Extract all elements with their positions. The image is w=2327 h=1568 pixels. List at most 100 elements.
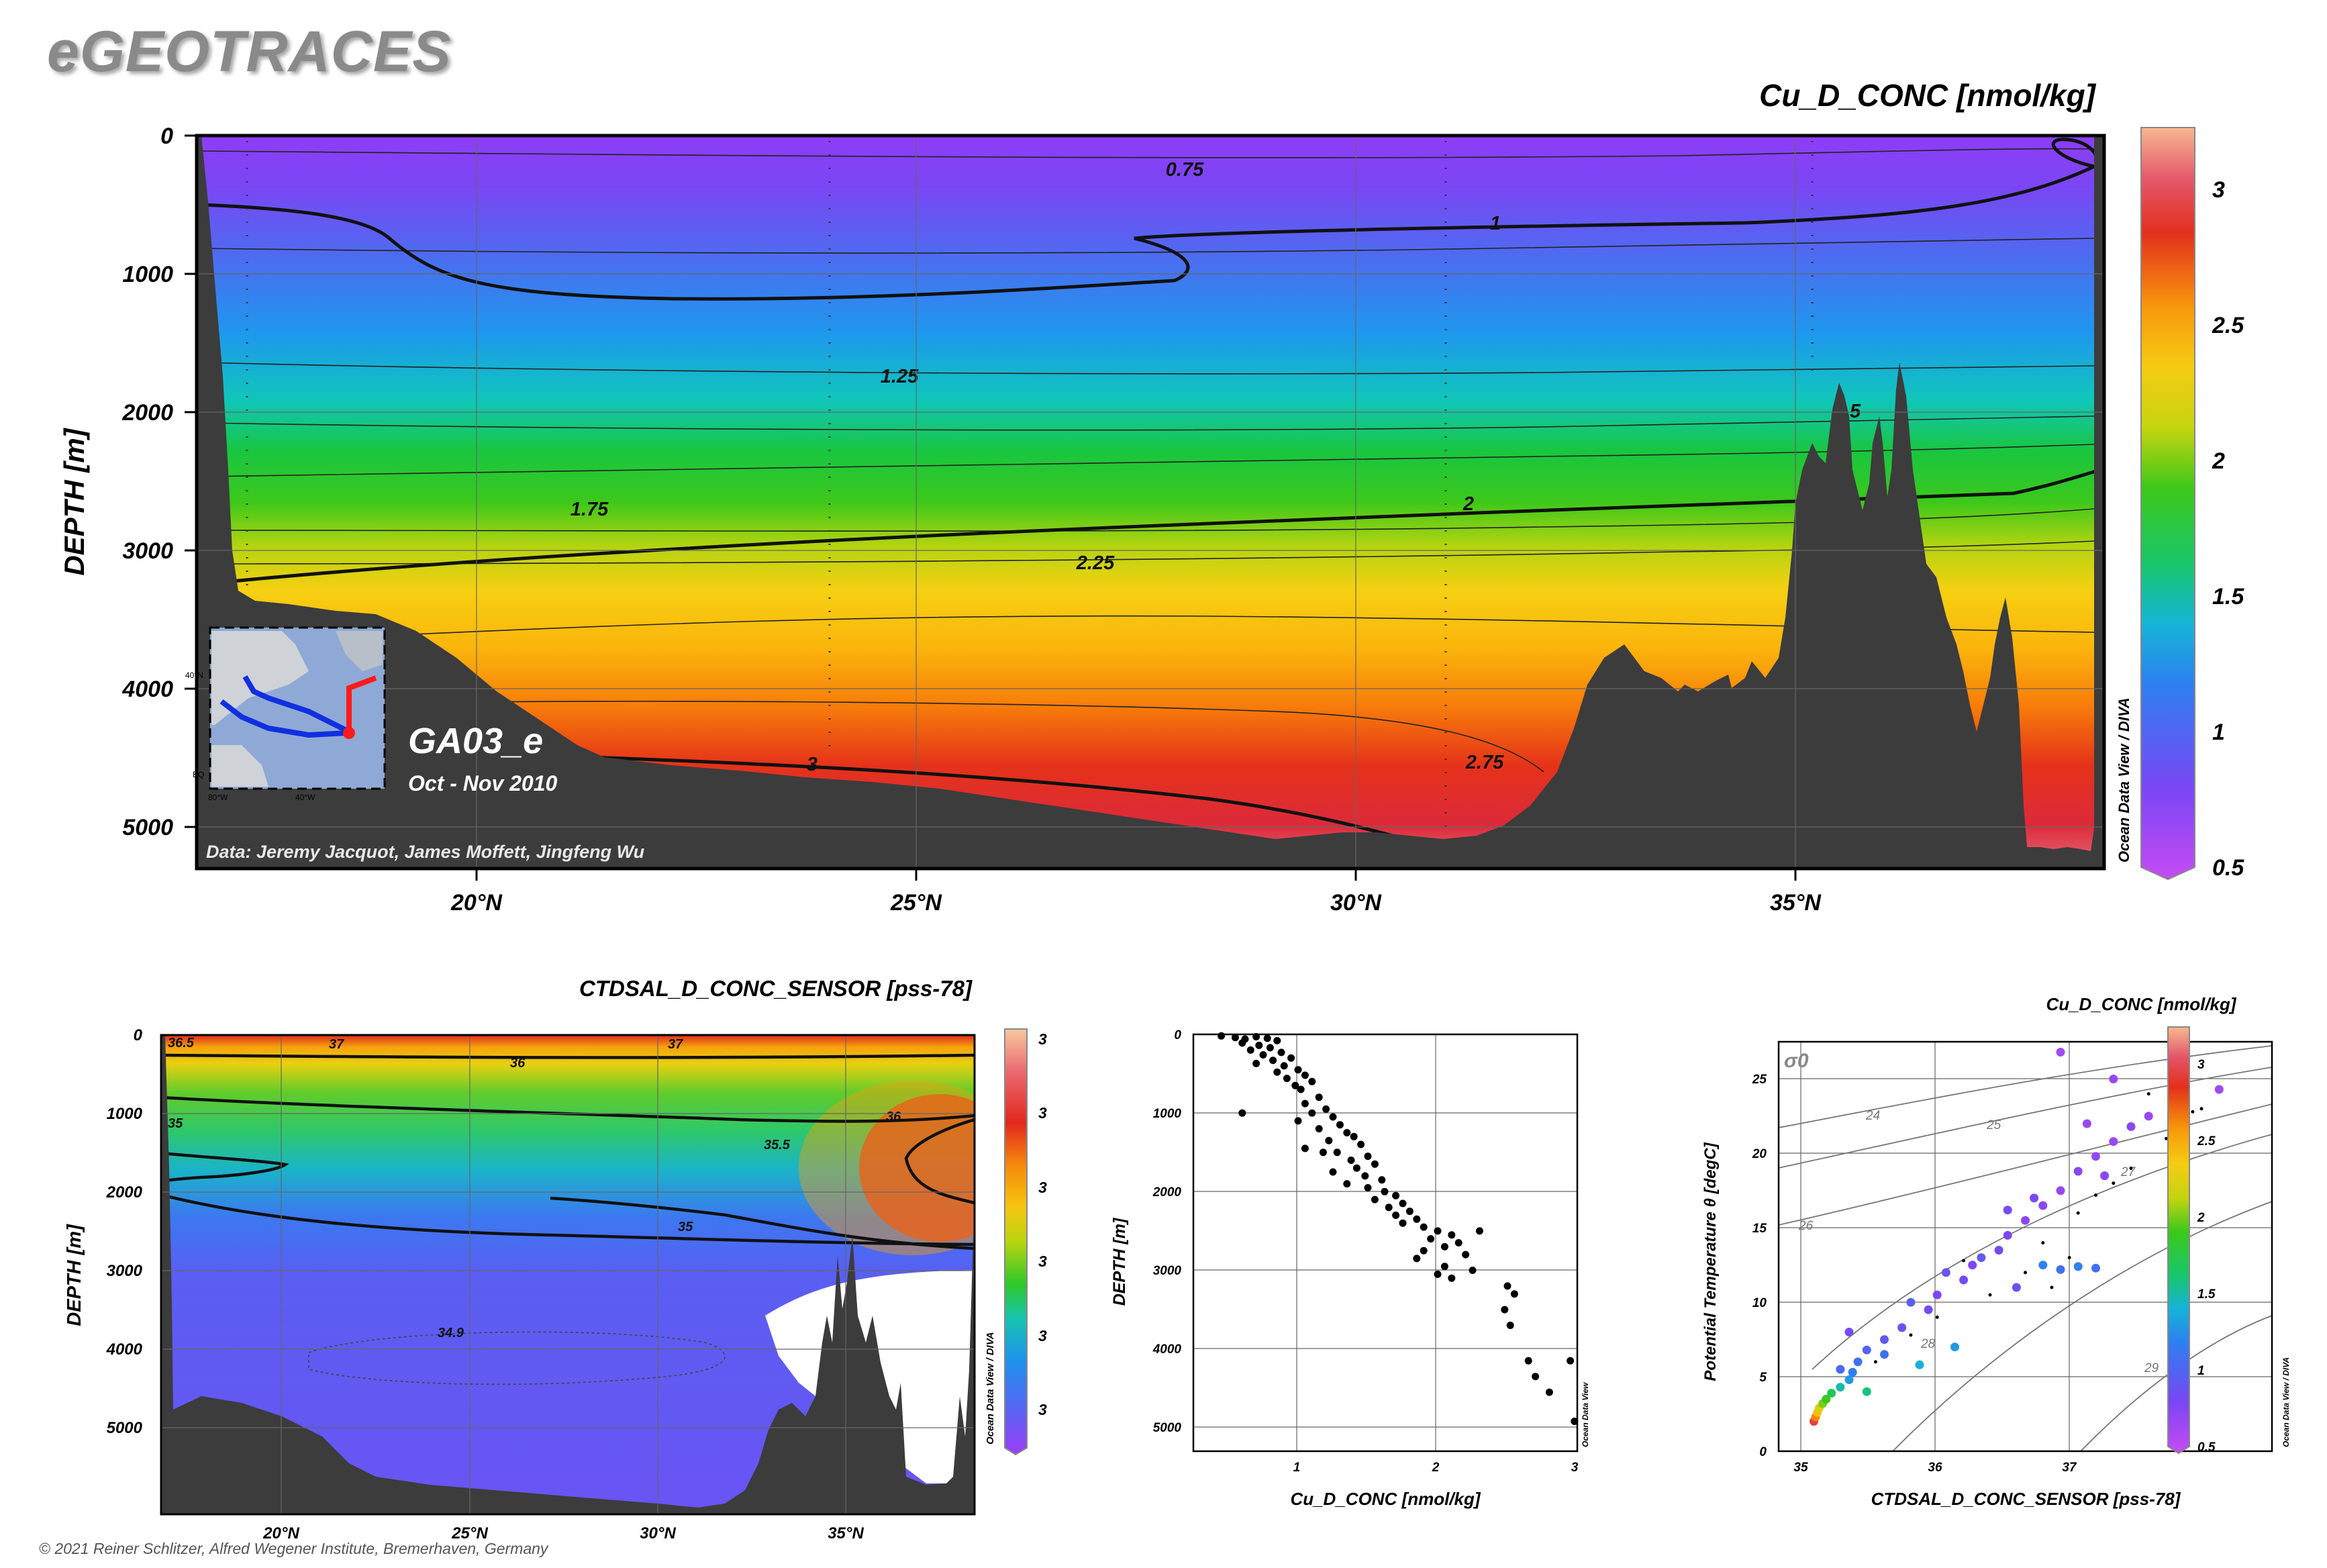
inset-map-land-east: [336, 631, 383, 671]
main-odv-label: Ocean Data View / DIVA: [2116, 697, 2132, 863]
isopycnal-label-29: 29: [2144, 1361, 2159, 1375]
sal-y-tick-1000: 1000: [107, 1105, 143, 1123]
main-cbar-tick-2: 2: [2212, 448, 2225, 474]
isopycnal-label-28: 28: [1920, 1337, 1936, 1351]
sal-contour-label-36b: 36: [886, 1110, 901, 1124]
ts-point-49: [2100, 1171, 2110, 1181]
profile-point-40: [1347, 1157, 1355, 1164]
ts-sample-dot-5: [2067, 1256, 2071, 1260]
ts-point-34: [2091, 1263, 2100, 1273]
profile-point-13: [1269, 1057, 1277, 1065]
profile-point-61: [1427, 1235, 1435, 1243]
profile-plot-frame: [1192, 1033, 1579, 1453]
profile-point-30: [1336, 1121, 1344, 1129]
profile-x-tick-3: 3: [1571, 1461, 1579, 1475]
main-cbar-tick-05: 0.5: [2212, 855, 2244, 881]
salinity-plot-frame: [160, 1034, 976, 1516]
ts-point-42: [1862, 1387, 1871, 1396]
profile-y-ticks: 0 1000 2000 3000 4000 5000: [1152, 1028, 1182, 1435]
profile-point-24: [1315, 1093, 1323, 1101]
main-y-tick-5000: 5000: [122, 815, 173, 840]
contour-label-275: 2.75: [1465, 752, 1504, 773]
profile-point-38: [1333, 1148, 1341, 1157]
profile-point-59: [1448, 1231, 1456, 1239]
ts-point-21: [2038, 1201, 2048, 1210]
sal-x-tick-25n: 25°N: [451, 1524, 488, 1542]
sal-contour-label-37b: 37: [668, 1037, 683, 1052]
main-grid: [197, 136, 2104, 869]
sigma-label: σ0: [1784, 1050, 1809, 1072]
isopycnal-label-25: 25: [1986, 1118, 2001, 1132]
ts-point-48: [1906, 1297, 1916, 1307]
profile-point-78: [1545, 1388, 1553, 1396]
profile-y-tick-4000: 4000: [1152, 1342, 1182, 1357]
profile-point-79: [1571, 1418, 1579, 1425]
isopycnal-label-27: 27: [2120, 1165, 2136, 1179]
sal-contour-label-365: 36.5: [168, 1036, 195, 1050]
ts-y-tick-20: 20: [1752, 1147, 1767, 1161]
main-contour-labels: 0.75 1 1.25 1.5 1.75 2 2.25 2.75 3: [571, 159, 1861, 775]
profile-point-72: [1510, 1290, 1518, 1298]
profile-point-36: [1301, 1144, 1309, 1153]
profile-x-tick-2: 2: [1432, 1461, 1440, 1475]
profile-y-tick-5000: 5000: [1153, 1421, 1182, 1435]
isopycnal-label-24: 24: [1865, 1109, 1880, 1123]
sal-y-tick-0: 0: [134, 1026, 143, 1044]
contour-label-225: 2.25: [1076, 552, 1115, 574]
profile-point-67: [1440, 1263, 1448, 1271]
inset-label-40n: 40°N: [185, 671, 203, 680]
cruise-period: Oct - Nov 2010: [408, 771, 558, 795]
profile-point-12: [1287, 1054, 1295, 1062]
ts-sample-dot-11: [2112, 1181, 2116, 1185]
profile-point-50: [1371, 1195, 1379, 1204]
main-y-tick-0: 0: [160, 124, 173, 149]
ts-point-9: [1848, 1367, 1857, 1377]
ts-point-31: [2038, 1261, 2048, 1270]
ts-point-22: [2056, 1186, 2065, 1195]
ts-colorbar-ticks: 0.5 1 1.5 2 2.5 3: [2197, 1058, 2216, 1455]
main-station-markers: [246, 141, 1814, 832]
main-x-tick-25n: 25°N: [890, 890, 942, 916]
ts-point-15: [1932, 1290, 1942, 1300]
sal-cbar-tick-37: 37: [1038, 1104, 1047, 1122]
profile-point-34: [1325, 1136, 1333, 1144]
profile-point-6: [1238, 1039, 1246, 1047]
main-x-tick-20n: 20°N: [450, 890, 503, 916]
ts-point-32: [2056, 1265, 2065, 1274]
profile-point-21: [1291, 1081, 1299, 1089]
ts-x-tick-37: 37: [2062, 1461, 2077, 1475]
profile-point-31: [1315, 1125, 1323, 1133]
profile-point-39: [1364, 1153, 1372, 1161]
profile-odv-label: Ocean Data View: [1581, 1382, 1590, 1447]
ts-point-14: [1924, 1305, 1933, 1314]
egeotraces-logo: eGEOTRACES: [47, 19, 452, 84]
profile-point-8: [1266, 1044, 1274, 1052]
ts-points: [1810, 1048, 2224, 1426]
main-cbar-tick-3: 3: [2212, 177, 2225, 203]
profile-y-tick-1000: 1000: [1153, 1107, 1182, 1121]
inset-map-land-south: [211, 745, 268, 787]
profile-point-5: [1273, 1036, 1281, 1044]
profile-point-1: [1231, 1034, 1239, 1042]
ts-sample-dot-2: [2129, 1167, 2133, 1170]
profile-point-62: [1454, 1239, 1463, 1246]
profile-point-23: [1238, 1109, 1246, 1117]
ts-point-24: [2091, 1152, 2100, 1161]
profile-point-49: [1392, 1191, 1400, 1199]
sal-cbar-tick-365: 36.5: [1038, 1179, 1047, 1196]
ts-y-tick-25: 25: [1752, 1073, 1767, 1087]
ts-sample-dot-0: [2041, 1241, 2045, 1244]
ts-sample-dot-16: [1962, 1259, 1966, 1263]
ts-point-25: [2109, 1137, 2118, 1146]
main-cbar-tick-1: 1: [2212, 720, 2225, 745]
ts-point-8: [1844, 1375, 1854, 1384]
profile-point-44: [1361, 1172, 1369, 1180]
ts-sample-dot-10: [2199, 1107, 2204, 1111]
salinity-y-axis-label: DEPTH [m]: [64, 1224, 85, 1326]
ts-x-tick-36: 36: [1928, 1461, 1942, 1475]
ts-sample-dot-7: [1935, 1315, 1939, 1319]
ts-point-29: [2214, 1085, 2224, 1094]
profile-y-tick-3000: 3000: [1153, 1264, 1182, 1278]
salinity-bathymetry: [161, 1035, 975, 1514]
sal-contour-label-37a: 37: [329, 1037, 344, 1052]
